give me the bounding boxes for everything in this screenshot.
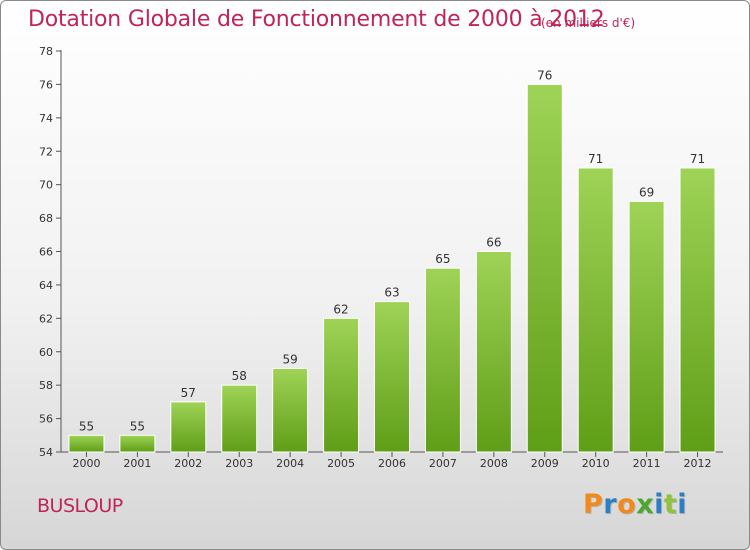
value-label: 55 [130,419,145,433]
chart-title: Dotation Globale de Fonctionnement de 20… [28,7,605,32]
x-tick-label: 2009 [531,457,559,470]
x-axis-ticks: 2000 2001 2002 2003 2004 2005 2006 2007 2008 2009… [72,452,712,470]
bars-group [68,83,716,453]
value-label: 71 [690,152,705,166]
value-label: 65 [435,252,450,266]
logo-letter: i [654,489,664,520]
value-label: 55 [79,419,94,433]
proxiti-logo: Proxiti [583,489,687,520]
chart-unit: (en milliers d'€) [541,16,636,30]
y-tick-label: 76 [39,78,53,91]
value-label: 69 [639,185,654,199]
bar-2005 [323,317,360,453]
x-tick-label: 2011 [633,457,661,470]
x-tick-label: 2001 [123,457,151,470]
y-tick-label: 54 [39,446,53,459]
logo-letter: P [583,489,604,520]
x-tick-label: 2008 [480,457,508,470]
y-tick-label: 56 [39,413,53,426]
value-label: 63 [384,286,399,300]
value-label: 58 [232,369,247,383]
logo-letter: t [663,489,678,520]
y-tick-label: 66 [39,246,53,259]
y-tick-label: 74 [39,112,53,125]
bar-2004 [272,367,309,453]
value-label: 66 [486,236,501,250]
bar-2006 [374,301,410,453]
logo-letter: o [617,489,637,520]
y-tick-label: 70 [39,179,53,192]
bar-2007 [424,267,461,453]
x-tick-label: 2003 [225,457,253,470]
logo-letter: r [603,489,618,520]
y-tick-label: 64 [39,279,53,292]
commune-name: BUSLOUP [37,495,123,517]
value-label: 59 [283,352,298,366]
bar-2008 [475,251,512,453]
x-tick-label: 2002 [174,457,202,470]
bar-2011 [628,200,665,453]
x-tick-label: 2006 [378,457,406,470]
bar-2010 [577,167,614,453]
logo-letter: i [677,489,688,520]
x-tick-label: 2004 [276,457,304,470]
bar-2003 [221,384,258,453]
logo-letter: x [636,489,655,520]
bar-2002 [170,401,207,453]
bar-2009 [526,83,563,453]
y-tick-label: 72 [39,145,53,158]
bar-2001 [119,434,156,453]
x-tick-label: 2007 [429,457,457,470]
x-tick-label: 2005 [327,457,355,470]
y-tick-label: 68 [39,212,53,225]
y-tick-label: 58 [39,379,53,392]
value-label: 62 [333,302,348,316]
x-tick-label: 2010 [582,457,610,470]
bar-2012 [679,167,716,453]
bar-2000 [68,434,105,453]
value-label: 71 [588,152,603,166]
value-label: 76 [537,68,552,82]
y-tick-label: 60 [39,346,53,359]
y-axis-ticks: 54 56 58 60 62 64 66 68 70 72 74 76 78 [39,45,61,459]
y-tick-label: 62 [39,312,53,325]
x-tick-label: 2012 [684,457,712,470]
x-tick-label: 2000 [72,457,100,470]
y-tick-label: 78 [39,45,53,58]
value-labels: 55 55 57 58 59 62 63 65 66 76 71 69 71 [79,68,705,433]
value-label: 57 [181,386,196,400]
